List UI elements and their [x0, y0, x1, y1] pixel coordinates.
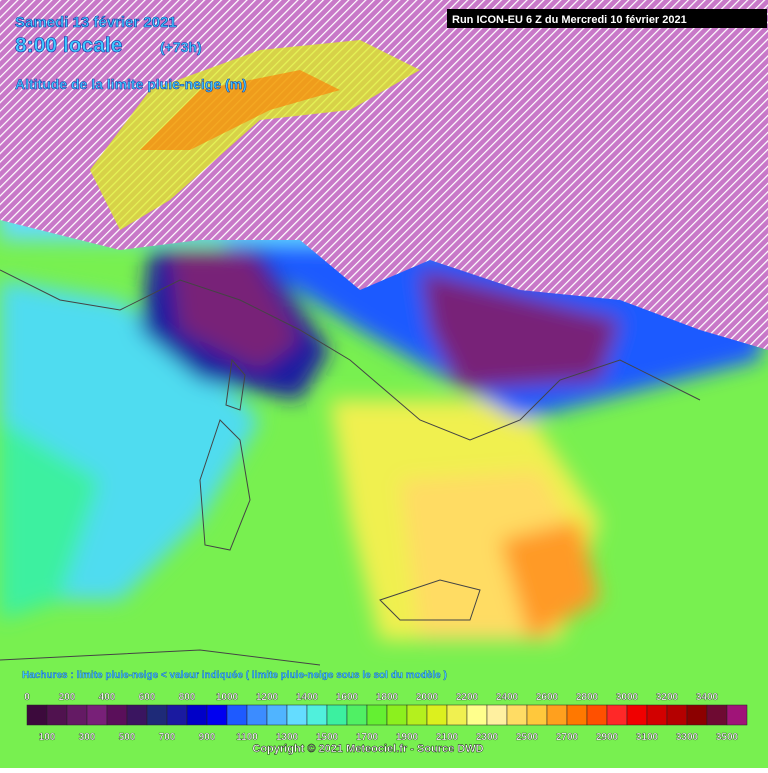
scale-label: 3500: [716, 732, 739, 743]
scale-swatch: [446, 704, 468, 726]
scale-label: 3200: [656, 692, 679, 703]
scale-swatch: [666, 704, 688, 726]
scale-swatch: [186, 704, 208, 726]
scale-swatch: [106, 704, 128, 726]
scale-swatch: [366, 704, 388, 726]
scale-label: 700: [159, 732, 176, 743]
copyright: Copyright © 2021 Meteociel.fr - Source D…: [252, 743, 483, 755]
scale-label: 100: [39, 732, 56, 743]
scale-swatch: [686, 704, 708, 726]
scale-label: 1200: [256, 692, 279, 703]
legend-note: Hachures : limite pluie-neige < valeur i…: [22, 670, 447, 681]
scale-label: 500: [119, 732, 136, 743]
scale-label: 0: [24, 692, 30, 703]
scale-swatch: [526, 704, 548, 726]
scale-label: 600: [139, 692, 156, 703]
scale-swatch: [286, 704, 308, 726]
scale-label: 1700: [356, 732, 379, 743]
scale-label: 2200: [456, 692, 479, 703]
scale-label: 1000: [216, 692, 239, 703]
scale-swatch: [426, 704, 448, 726]
scale-label: 1900: [396, 732, 419, 743]
lead-time: (+73h): [160, 39, 202, 55]
scale-label: 1500: [316, 732, 339, 743]
scale-label: 2800: [576, 692, 599, 703]
scale-swatch: [206, 704, 228, 726]
coastlines: [0, 269, 701, 666]
scale-swatch: [46, 704, 68, 726]
scale-swatch: [66, 704, 88, 726]
scale-swatch: [486, 704, 508, 726]
scale-label: 2700: [556, 732, 579, 743]
map-title: Altitude de la limite pluie-neige (m): [15, 76, 247, 92]
scale-label: 300: [79, 732, 96, 743]
scale-swatch: [126, 704, 148, 726]
run-info: Run ICON-EU 6 Z du Mercredi 10 février 2…: [452, 14, 687, 26]
scale-swatch: [506, 704, 528, 726]
scale-swatch: [606, 704, 628, 726]
local-time: 8:00 locale: [15, 34, 122, 57]
scale-label: 2900: [596, 732, 619, 743]
scale-label: 2500: [516, 732, 539, 743]
scale-label: 1100: [236, 732, 258, 743]
scale-label: 400: [99, 692, 116, 703]
scale-swatch: [386, 704, 408, 726]
scale-label: 1400: [296, 692, 319, 703]
scale-swatch: [86, 704, 108, 726]
scale-label: 3100: [636, 732, 659, 743]
scale-swatch: [166, 704, 188, 726]
scale-label: 1800: [376, 692, 399, 703]
scale-label: 1600: [336, 692, 359, 703]
scale-swatch: [626, 704, 648, 726]
scale-swatch: [306, 704, 328, 726]
scale-swatch: [546, 704, 568, 726]
scale-label: 800: [179, 692, 196, 703]
scale-label: 3300: [676, 732, 699, 743]
scale-label: 2400: [496, 692, 519, 703]
alps-peaks: [140, 70, 340, 150]
color-scale: 0 100 200 300 400 500 600 700 800 900 1000 1100 1200…: [24, 692, 748, 743]
scale-swatch: [146, 704, 168, 726]
scale-swatch: [266, 704, 288, 726]
scale-swatch: [406, 704, 428, 726]
alps-relief: [90, 40, 420, 230]
scale-swatch: [26, 704, 48, 726]
scale-label: 2100: [436, 732, 459, 743]
scale-label: 200: [59, 692, 76, 703]
scale-swatch: [586, 704, 608, 726]
scale-label: 2300: [476, 732, 499, 743]
scale-swatch: [466, 704, 488, 726]
scale-swatch: [326, 704, 348, 726]
scale-swatch: [346, 704, 368, 726]
scale-swatch: [646, 704, 668, 726]
scale-label: 2600: [536, 692, 559, 703]
scale-swatch: [726, 704, 748, 726]
scale-swatch: [246, 704, 268, 726]
scale-label: 1300: [276, 732, 299, 743]
run-box: [447, 9, 767, 28]
scale-swatch: [226, 704, 248, 726]
scale-label: 2000: [416, 692, 439, 703]
scale-swatch: [566, 704, 588, 726]
scale-label: 3400: [696, 692, 719, 703]
scale-label: 900: [199, 732, 216, 743]
date: Samedi 13 février 2021: [15, 14, 177, 31]
scale-swatch: [706, 704, 728, 726]
scale-label: 3000: [616, 692, 639, 703]
